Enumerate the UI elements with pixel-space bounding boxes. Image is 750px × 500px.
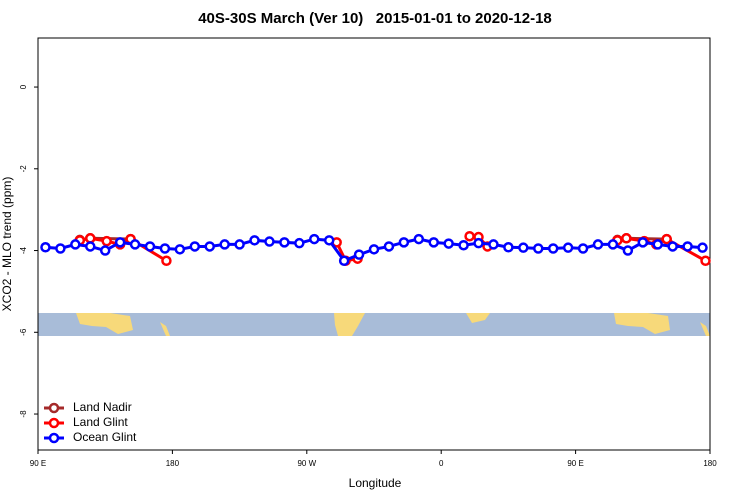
land — [160, 322, 170, 336]
data-point — [101, 235, 112, 247]
data-point — [428, 237, 439, 248]
land — [76, 313, 133, 334]
plot-frame — [37, 37, 711, 451]
data-point — [473, 237, 484, 249]
y-tick-label: -8 — [19, 410, 28, 418]
land — [700, 322, 710, 336]
data-point — [368, 244, 380, 255]
data-point — [682, 241, 693, 252]
y-axis-label: XCO2 - MLO trend (ppm) — [0, 177, 14, 312]
data-point — [174, 244, 186, 255]
legend-marker — [48, 417, 60, 429]
x-tick-label: 90 W — [297, 459, 316, 468]
data-point — [219, 239, 230, 250]
y-tick-label: 0 — [19, 84, 28, 89]
data-point — [234, 239, 245, 250]
data-point — [661, 233, 672, 245]
legend-label: Land Nadir — [73, 400, 132, 414]
data-point — [518, 242, 529, 253]
data-point — [309, 233, 320, 245]
data-point — [398, 237, 410, 248]
data-point — [353, 249, 365, 260]
data-point — [443, 238, 454, 249]
data-point — [85, 233, 96, 244]
x-tick-label: 0 — [439, 459, 444, 468]
data-point — [279, 237, 290, 248]
data-point — [637, 237, 649, 248]
data-point — [547, 243, 559, 254]
data-point — [70, 239, 81, 250]
data-point — [161, 255, 172, 267]
data-point — [114, 237, 126, 248]
data-point — [488, 239, 499, 250]
data-point — [700, 255, 711, 267]
data-point — [323, 235, 335, 246]
chart-title: 40S-30S March (Ver 10) 2015-01-01 to 202… — [198, 10, 552, 27]
data-point — [129, 239, 141, 250]
land — [466, 313, 490, 323]
legend-marker — [48, 432, 60, 444]
data-point — [413, 233, 425, 245]
series-line — [79, 236, 667, 242]
data-point — [621, 233, 632, 244]
legend-label: Ocean Glint — [73, 430, 137, 444]
data-point — [99, 245, 111, 256]
data-point — [85, 241, 96, 252]
map-strip — [38, 313, 710, 336]
legend-marker — [48, 402, 60, 414]
data-point — [264, 236, 275, 247]
data-point — [458, 239, 469, 251]
data-point — [249, 235, 260, 246]
x-tick-label: 90 E — [567, 459, 583, 468]
data-point — [607, 239, 619, 250]
data-point — [204, 241, 215, 252]
y-tick-label: -6 — [19, 328, 28, 336]
legend-label: Land Glint — [73, 415, 128, 429]
data-point — [592, 239, 604, 250]
x-tick-label: 180 — [166, 459, 180, 468]
data-point — [144, 241, 156, 252]
land — [334, 313, 365, 336]
ocean-band — [38, 313, 710, 336]
data-point — [562, 242, 574, 253]
land — [614, 313, 670, 334]
data-point — [697, 242, 708, 253]
data-point — [338, 255, 350, 267]
data-point — [464, 230, 475, 242]
data-point — [667, 241, 678, 252]
data-point — [503, 242, 514, 253]
data-point — [533, 243, 544, 254]
data-point — [40, 242, 51, 253]
x-tick-label: 90 E — [30, 459, 46, 468]
data-point — [577, 243, 589, 254]
y-tick-label: -2 — [19, 165, 28, 173]
data-point — [652, 239, 663, 250]
data-point — [189, 241, 201, 252]
data-point — [159, 243, 171, 254]
data-point — [622, 245, 634, 256]
x-axis-label: Longitude — [349, 476, 402, 490]
data-point — [383, 241, 395, 252]
data-point — [294, 237, 305, 249]
data-point — [55, 243, 66, 254]
y-tick-label: -4 — [19, 246, 28, 254]
x-tick-label: 180 — [703, 459, 717, 468]
